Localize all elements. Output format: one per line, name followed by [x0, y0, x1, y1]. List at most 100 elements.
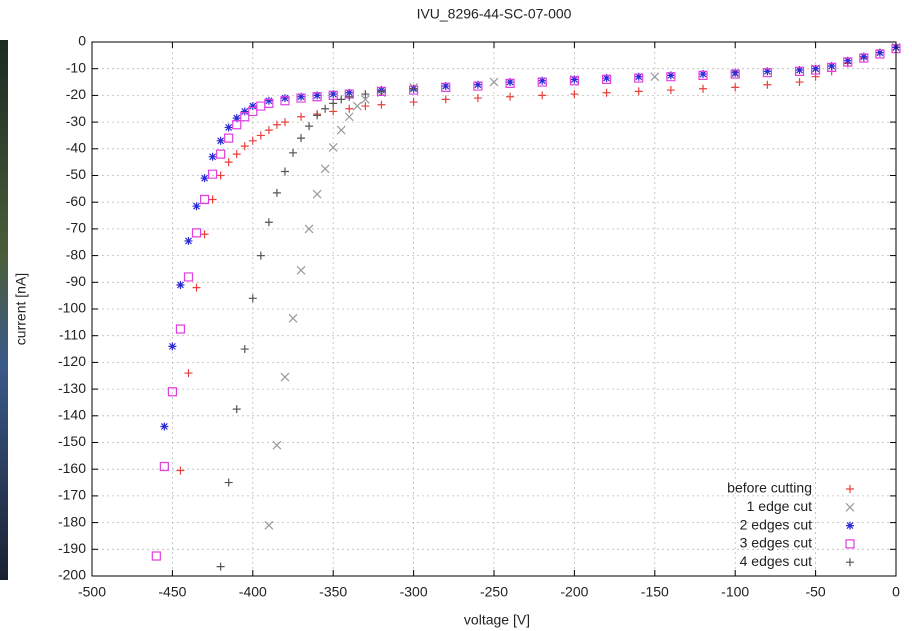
data-point: [208, 195, 217, 204]
data-point: [232, 120, 242, 130]
data-point: [297, 134, 306, 143]
data-point: [344, 89, 354, 99]
y-tick-label: 0: [78, 33, 86, 49]
data-point: [313, 91, 322, 100]
data-point: [345, 104, 354, 113]
data-point: [256, 101, 266, 111]
legend-label: 1 edge cut: [747, 498, 812, 514]
data-point: [200, 174, 209, 183]
data-point: [666, 72, 676, 82]
data-point: [192, 283, 201, 292]
data-point: [377, 87, 386, 96]
data-point: [634, 73, 644, 83]
data-point: [216, 149, 226, 159]
data-point: [191, 228, 202, 238]
data-point: [280, 118, 289, 127]
data-point: [296, 265, 306, 275]
data-point: [859, 53, 869, 63]
data-point: [272, 188, 281, 197]
data-point: [320, 164, 330, 174]
data-point: [473, 81, 483, 91]
data-point: [730, 69, 740, 79]
data-point: [634, 72, 643, 81]
data-point: [312, 92, 322, 102]
data-point: [184, 236, 193, 245]
data-point: [192, 202, 201, 211]
data-point: [176, 280, 185, 289]
plot: [151, 42, 901, 571]
photo-strip: [0, 40, 8, 580]
data-point: [240, 112, 250, 122]
data-point: [280, 96, 290, 106]
data-point: [344, 112, 354, 122]
x-tick-label: -200: [560, 584, 588, 600]
data-point: [361, 90, 370, 99]
legend-marker: [846, 521, 854, 530]
data-point: [304, 224, 314, 234]
y-axis-label: current [nA]: [13, 273, 29, 345]
data-point: [875, 49, 885, 59]
data-point: [352, 101, 362, 111]
x-tick-label: 0: [892, 584, 900, 600]
data-point: [634, 87, 643, 96]
data-point: [329, 107, 338, 116]
legend-label: 3 edges cut: [740, 535, 812, 551]
data-point: [216, 171, 225, 180]
x-axis-label: voltage [V]: [464, 612, 530, 628]
data-point: [698, 70, 708, 80]
data-point: [248, 294, 257, 303]
data-point: [763, 80, 772, 89]
y-tick-label: -150: [58, 433, 86, 449]
data-point: [763, 67, 772, 76]
data-point: [280, 94, 289, 103]
data-point: [167, 387, 177, 397]
legend-label: 4 edges cut: [740, 553, 812, 569]
data-point: [297, 112, 306, 121]
chart-title: IVU_8296-44-SC-07-000: [417, 6, 572, 22]
data-point: [827, 62, 836, 71]
x-tick-label: -300: [400, 584, 428, 600]
data-point: [537, 77, 547, 87]
data-point: [473, 80, 482, 89]
data-point: [891, 44, 901, 54]
data-point: [409, 84, 418, 93]
x-tick-label: -500: [78, 584, 106, 600]
data-point: [811, 64, 820, 73]
data-point: [345, 88, 354, 97]
legend-label: before cutting: [727, 480, 812, 496]
legend-label: 2 edges cut: [740, 516, 812, 532]
data-point: [409, 98, 418, 107]
data-point: [602, 88, 611, 97]
data-point: [208, 169, 218, 179]
x-tick-label: -50: [805, 584, 825, 600]
data-point: [569, 76, 579, 86]
data-point: [875, 48, 884, 57]
data-point: [409, 85, 419, 95]
data-point: [232, 405, 241, 414]
data-point: [248, 106, 258, 117]
data-point: [288, 313, 298, 323]
data-point: [313, 111, 322, 120]
data-point: [441, 82, 450, 91]
data-point: [289, 148, 297, 157]
data-point: [570, 75, 579, 84]
y-tick-label: -70: [66, 220, 86, 236]
data-point: [232, 114, 241, 123]
data-point: [441, 82, 451, 92]
y-tick-label: -200: [58, 567, 86, 583]
data-point: [538, 91, 547, 100]
data-point: [240, 107, 249, 116]
data-point: [329, 99, 338, 108]
data-point: [762, 68, 772, 78]
data-point: [224, 123, 233, 132]
data-point: [666, 71, 675, 80]
data-point: [280, 372, 290, 382]
y-tick-label: -160: [58, 460, 86, 476]
data-point: [264, 126, 273, 135]
data-point: [216, 562, 225, 571]
data-point: [240, 345, 249, 354]
grid: [91, 41, 897, 577]
data-point: [175, 324, 186, 334]
data-point: [160, 422, 169, 431]
